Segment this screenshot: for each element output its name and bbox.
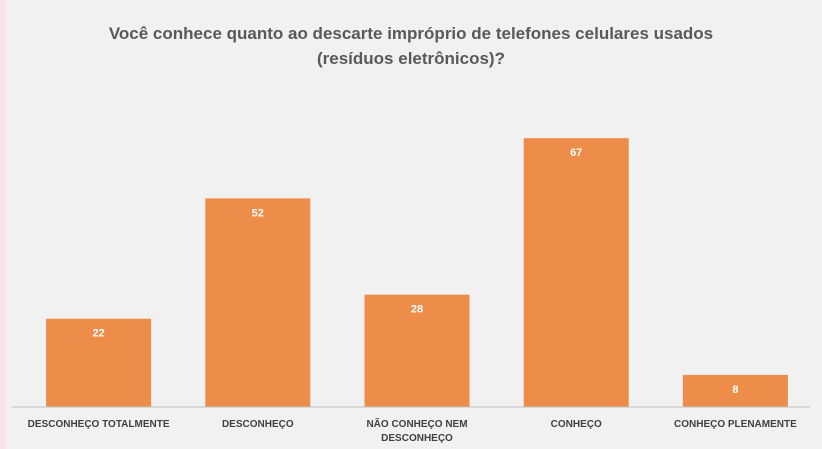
chart-title: Você conhece quanto ao descarte imprópri… [109,24,713,68]
value-label: 28 [411,304,423,316]
bar [523,138,629,407]
x-tick-label: CONHEÇO [551,419,602,430]
bar [46,318,152,407]
value-label: 67 [570,147,582,159]
value-label: 22 [92,328,104,340]
value-label: 8 [732,384,738,396]
value-label: 52 [252,207,264,219]
bar [205,198,311,407]
edge-decoration [0,0,6,449]
x-tick-label: DESCONHEÇO [222,419,294,430]
x-tick-label: DESCONHEÇO TOTALMENTE [28,419,170,430]
bar [364,294,470,407]
bar [682,374,788,407]
x-tick-label: CONHEÇO PLENAMENTE [674,419,797,430]
x-tick-label: NÃO CONHEÇO NEM DESCONHEÇO [366,417,467,444]
